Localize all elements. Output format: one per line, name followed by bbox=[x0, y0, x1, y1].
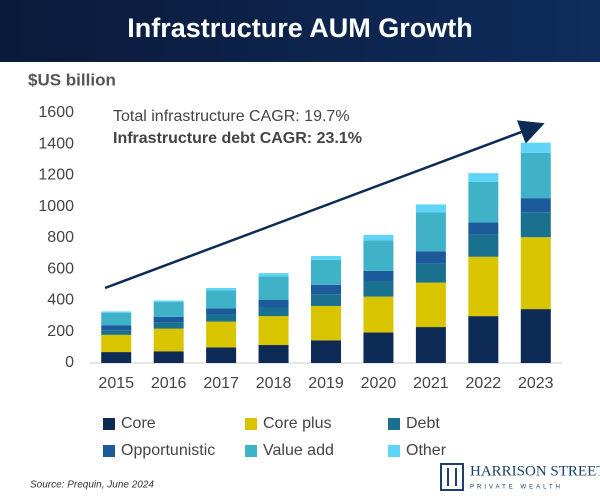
bar-segment bbox=[415, 263, 446, 283]
bar-segment bbox=[363, 296, 394, 333]
bar-segment bbox=[468, 173, 499, 182]
bar-segment bbox=[311, 284, 341, 295]
bar-segment bbox=[101, 352, 132, 363]
bar-segment bbox=[311, 255, 341, 260]
chart-title: Infrastructure AUM Growth bbox=[127, 13, 473, 43]
legend-label: Core plus bbox=[263, 415, 331, 432]
bar-segment bbox=[258, 345, 289, 363]
bar-segment bbox=[206, 347, 237, 363]
source: Source: Prequin, June 2024 bbox=[30, 480, 154, 491]
y-tick-label: 1000 bbox=[38, 198, 74, 215]
bar-segment bbox=[206, 314, 237, 322]
bar-segment bbox=[101, 325, 132, 331]
bar-segment bbox=[520, 309, 551, 363]
bar-segment bbox=[468, 316, 499, 363]
legend-label: Debt bbox=[406, 415, 440, 432]
legend-label: Other bbox=[406, 442, 447, 459]
bar-segment bbox=[153, 351, 184, 363]
bar-segment bbox=[415, 251, 446, 264]
y-tick-label: 0 bbox=[65, 354, 74, 371]
legend-swatch bbox=[388, 418, 400, 430]
y-tick-label: 200 bbox=[47, 323, 74, 340]
bar-segment bbox=[415, 282, 446, 328]
bar-segment bbox=[258, 316, 289, 346]
bar-segment bbox=[520, 142, 551, 153]
bar-segment bbox=[101, 313, 132, 326]
bar-segment bbox=[415, 212, 446, 252]
bar-segment bbox=[153, 322, 184, 329]
x-tick-label: 2019 bbox=[308, 375, 344, 392]
x-tick-label: 2020 bbox=[361, 375, 397, 392]
bar-segment bbox=[363, 240, 394, 271]
bar-segment bbox=[258, 276, 289, 300]
logo-sub: PRIVATE WEALTH bbox=[470, 485, 563, 491]
y-axis-label: $US billion bbox=[28, 70, 116, 89]
y-tick-label: 1600 bbox=[38, 104, 74, 121]
x-tick-label: 2023 bbox=[518, 375, 554, 392]
legend-swatch bbox=[103, 418, 115, 430]
logo-name: HARRISON STREET bbox=[470, 463, 600, 479]
bar-segment bbox=[520, 198, 551, 213]
bar-segment bbox=[415, 327, 446, 363]
bar-segment bbox=[206, 321, 237, 348]
y-tick-label: 800 bbox=[47, 229, 74, 246]
bar-segment bbox=[468, 181, 499, 223]
bar-segment bbox=[311, 294, 341, 306]
x-tick-label: 2016 bbox=[151, 375, 187, 392]
bar-segment bbox=[258, 273, 289, 277]
bar-segment bbox=[311, 305, 341, 341]
bar-segment bbox=[311, 340, 341, 363]
bar-segment bbox=[153, 316, 184, 323]
trend-arrow bbox=[104, 120, 545, 290]
x-tick-label: 2018 bbox=[256, 375, 292, 392]
bar-segment bbox=[153, 300, 184, 303]
x-tick-label: 2021 bbox=[413, 375, 449, 392]
bar-segment bbox=[258, 307, 289, 317]
bar-segment bbox=[468, 234, 499, 257]
legend-label: Value add bbox=[263, 442, 334, 459]
header-banner bbox=[0, 0, 600, 62]
x-tick-label: 2022 bbox=[466, 375, 502, 392]
bar-segment bbox=[206, 308, 237, 315]
bar-segment bbox=[415, 204, 446, 213]
bar-segment bbox=[101, 311, 132, 313]
bar-segment bbox=[363, 280, 394, 297]
annotation: Total infrastructure CAGR: 19.7% bbox=[113, 108, 350, 125]
bar-segment bbox=[101, 334, 132, 353]
bar-segment bbox=[101, 330, 132, 335]
bar-segment bbox=[363, 234, 394, 241]
bar-segment bbox=[206, 290, 237, 309]
y-tick-label: 400 bbox=[47, 292, 74, 309]
legend-swatch bbox=[245, 445, 257, 457]
legend-swatch bbox=[103, 445, 115, 457]
bar-segment bbox=[363, 332, 394, 363]
annotation: Infrastructure debt CAGR: 23.1% bbox=[113, 130, 362, 147]
legend-label: Core bbox=[121, 415, 156, 432]
bar-segment bbox=[520, 237, 551, 310]
legend-label: Opportunistic bbox=[121, 442, 215, 459]
bar-segment bbox=[520, 212, 551, 238]
x-tick-label: 2015 bbox=[98, 375, 134, 392]
y-tick-label: 1400 bbox=[38, 135, 74, 152]
bar-segment bbox=[206, 288, 237, 291]
x-tick-label: 2017 bbox=[203, 375, 239, 392]
bar-segment bbox=[153, 302, 184, 317]
y-tick-label: 600 bbox=[47, 260, 74, 277]
bar-segment bbox=[468, 222, 499, 235]
legend-swatch bbox=[245, 418, 257, 430]
bar-segment bbox=[153, 328, 184, 352]
bar-segment bbox=[311, 259, 341, 285]
bar-segment bbox=[258, 299, 289, 308]
y-tick-label: 1200 bbox=[38, 167, 74, 184]
bar-segment bbox=[520, 152, 551, 199]
bar-segment bbox=[363, 270, 394, 281]
legend-swatch bbox=[388, 445, 400, 457]
bar-segment bbox=[468, 256, 499, 317]
logo-icon bbox=[440, 463, 464, 491]
